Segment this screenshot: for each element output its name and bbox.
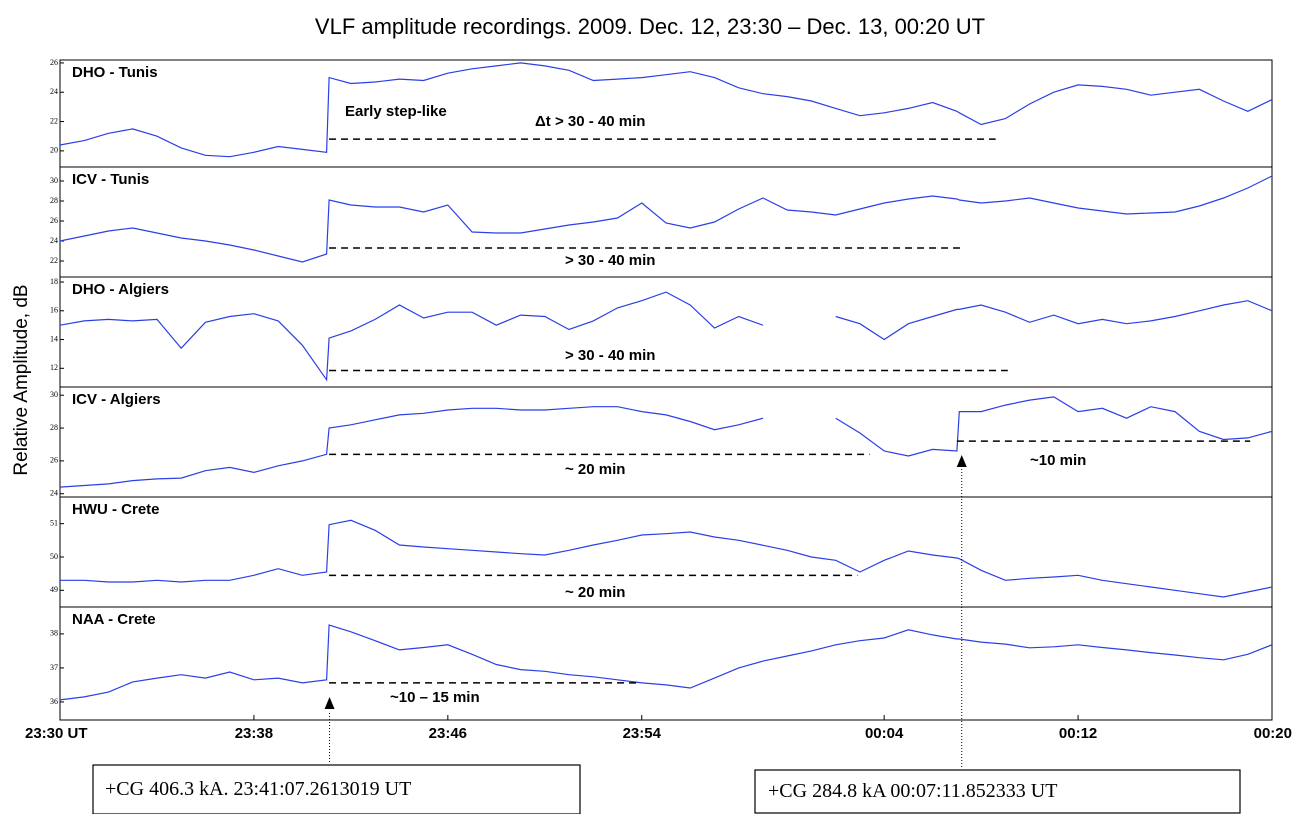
y-tick-label: 51: [50, 518, 58, 527]
y-tick-label: 28: [50, 196, 58, 205]
y-tick-label: 36: [50, 697, 58, 706]
y-tick-label: 22: [50, 256, 58, 265]
y-tick-label: 30: [50, 390, 58, 399]
series-line: [59, 175, 1273, 263]
y-tick-label: 28: [50, 423, 58, 432]
y-tick-label: 50: [50, 552, 58, 561]
panel-frame: [59, 606, 1273, 721]
y-tick-label: 24: [50, 87, 58, 96]
panel-frame: [59, 496, 1273, 608]
series-line: [59, 62, 1273, 158]
duration-label: ~ 20 min: [565, 461, 625, 478]
x-tick-label: 23:46: [429, 725, 467, 742]
panel-frame: [59, 386, 1273, 498]
series-line: [59, 396, 1273, 488]
duration-label: Early step-like: [345, 103, 447, 120]
y-tick-label: 24: [50, 236, 58, 245]
event-arrow: [324, 697, 335, 709]
y-tick-label: 26: [50, 456, 58, 465]
duration-label: ~10 min: [1030, 452, 1086, 469]
y-tick-label: 26: [50, 216, 58, 225]
duration-label: ~10 – 15 min: [390, 689, 480, 706]
x-tick-label: 00:04: [865, 725, 904, 742]
series-line: [59, 624, 1273, 701]
duration-label: > 30 - 40 min: [565, 252, 655, 269]
y-tick-label: 12: [50, 363, 58, 372]
x-tick-label: 23:38: [235, 725, 273, 742]
panel-label: DHO - Algiers: [72, 281, 169, 298]
y-tick-label: 16: [50, 306, 58, 315]
x-tick-label: 00:12: [1059, 725, 1097, 742]
chart-title: VLF amplitude recordings. 2009. Dec. 12,…: [315, 14, 985, 39]
panel-label: ICV - Algiers: [72, 391, 161, 408]
panel-frame: [59, 59, 1273, 168]
x-tick-label: 23:54: [623, 725, 662, 742]
y-tick-label: 22: [50, 116, 58, 125]
panel-label: NAA - Crete: [72, 611, 156, 628]
duration-label: > 30 - 40 min: [565, 347, 655, 364]
event-label: +CG 284.8 kA 00:07:11.852333 UT: [768, 780, 1057, 802]
event-box: [92, 764, 581, 814]
y-tick-label: 18: [50, 277, 58, 286]
y-tick-label: 24: [50, 489, 58, 498]
y-tick-label: 14: [50, 334, 58, 343]
y-axis-label: Relative Amplitude, dB: [11, 284, 32, 475]
y-tick-label: 20: [50, 146, 58, 155]
series-line: [60, 519, 1273, 598]
panel-label: HWU - Crete: [72, 501, 160, 518]
event-arrow: [956, 455, 967, 467]
series-line: [59, 291, 1273, 382]
y-tick-label: 49: [50, 585, 58, 594]
panel-frame: [59, 166, 1273, 278]
duration-label: ~ 20 min: [565, 584, 625, 601]
duration-label: Δt > 30 - 40 min: [535, 113, 645, 130]
event-label: +CG 406.3 kA. 23:41:07.2613019 UT: [105, 778, 411, 800]
x-tick-label: 23:30 UT: [25, 725, 88, 742]
event-box: [754, 769, 1241, 814]
y-tick-label: 26: [50, 58, 58, 67]
x-tick-label: 00:20: [1254, 725, 1292, 742]
panel-label: ICV - Tunis: [72, 171, 149, 188]
y-tick-label: 38: [50, 629, 58, 638]
y-tick-label: 37: [50, 663, 58, 672]
y-tick-label: 30: [50, 176, 58, 185]
panel-label: DHO - Tunis: [72, 64, 158, 81]
